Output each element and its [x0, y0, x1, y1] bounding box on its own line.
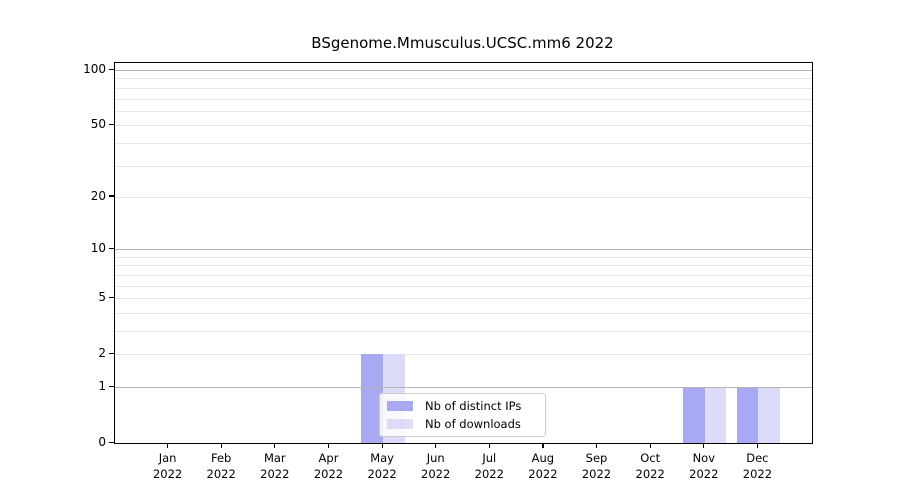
x-tick-year: 2022 [635, 466, 665, 481]
y-tick-label: 10 [90, 241, 106, 256]
x-tick-mark [488, 443, 490, 448]
y-tick-label: 20 [90, 188, 106, 203]
gridline-minor [115, 298, 812, 300]
gridline-minor [115, 165, 812, 167]
x-tick-month: May [370, 451, 394, 465]
y-tick-mark [109, 195, 114, 197]
gridline-major [115, 387, 812, 388]
x-tick-month: Apr [318, 451, 339, 465]
x-tick-year: 2022 [260, 466, 290, 481]
x-tick-year: 2022 [689, 466, 719, 481]
y-tick-label: 2 [98, 346, 106, 361]
y-tick-label: 5 [98, 290, 106, 305]
x-tick-label-may: May 2022 [350, 451, 414, 482]
x-tick-mark [381, 443, 383, 448]
x-tick-mark [703, 443, 705, 448]
x-tick-mark [649, 443, 651, 448]
x-tick-label-apr: Apr 2022 [297, 451, 361, 482]
bar-downloads-nov [704, 387, 727, 443]
x-tick-label-jul: Jul 2022 [457, 451, 521, 482]
bar-downloads-dec [758, 387, 781, 443]
gridline-minor [115, 196, 812, 198]
x-tick-month: Jul [482, 451, 497, 465]
x-tick-month: Nov [692, 451, 716, 465]
x-tick-year: 2022 [742, 466, 773, 481]
y-tick-label: 100 [83, 62, 106, 76]
gridline-minor [115, 265, 812, 267]
y-tick-mark [109, 247, 114, 249]
bar-distinct-ips-dec [736, 387, 759, 443]
gridline-minor [115, 110, 812, 112]
y-tick-label: 0 [98, 435, 106, 449]
x-tick-mark [756, 443, 759, 448]
gridline-minor [115, 331, 812, 332]
legend: Nb of distinct IPs Nb of downloads [379, 393, 546, 437]
x-tick-year: 2022 [528, 466, 558, 481]
y-tick-mark [109, 68, 114, 70]
x-tick-month: Aug [531, 451, 555, 465]
legend-row: Nb of distinct IPs [387, 399, 537, 413]
y-tick-mark [109, 123, 114, 125]
legend-swatch-downloads [387, 419, 413, 429]
x-tick-year: 2022 [152, 466, 183, 481]
bar-distinct-ips-may [361, 354, 384, 443]
legend-label: Nb of distinct IPs [425, 399, 522, 413]
x-tick-label-oct: Oct 2022 [618, 451, 682, 482]
x-tick-mark [167, 443, 169, 448]
x-tick-mark [596, 443, 598, 448]
x-tick-year: 2022 [313, 466, 344, 481]
chart-title: BSgenome.Mmusculus.UCSC.mm6 2022 [311, 34, 614, 52]
x-tick-label-aug: Aug 2022 [511, 451, 575, 482]
y-tick-mark [109, 385, 114, 387]
x-tick-label-nov: Nov 2022 [672, 451, 736, 482]
x-tick-mark [328, 443, 330, 448]
legend-swatch-distinct-ips [387, 401, 413, 411]
plot-area: Nb of distinct IPs Nb of downloads [114, 62, 813, 444]
x-tick-month: Mar [263, 451, 286, 465]
gridline-minor [115, 274, 812, 276]
x-tick-year: 2022 [421, 466, 451, 481]
x-tick-mark [542, 443, 544, 448]
x-tick-year: 2022 [367, 466, 397, 481]
gridline-minor [115, 256, 812, 258]
legend-row: Nb of downloads [387, 417, 537, 431]
x-tick-month: Dec [746, 451, 769, 465]
x-tick-month: Sep [585, 451, 608, 465]
bar-distinct-ips-nov [683, 387, 705, 443]
gridline-minor [115, 125, 812, 127]
x-tick-month: Jan [158, 451, 177, 465]
gridline-major [115, 249, 812, 251]
x-tick-month: Oct [640, 451, 661, 465]
x-tick-label-dec: Dec 2022 [725, 451, 789, 482]
y-tick-label: 1 [98, 379, 106, 393]
y-tick-mark [109, 441, 114, 443]
legend-label: Nb of downloads [425, 417, 521, 431]
gridline-minor [115, 285, 812, 287]
x-tick-year: 2022 [474, 466, 504, 481]
y-tick-mark [109, 352, 114, 354]
gridline-minor [115, 98, 812, 100]
x-tick-label-jan: Jan 2022 [136, 451, 200, 482]
x-tick-month: Jun [426, 451, 445, 465]
gridline-major [115, 70, 812, 71]
y-tick-label: 50 [90, 117, 106, 132]
gridline-minor [115, 354, 812, 356]
x-tick-label-mar: Mar 2022 [243, 451, 307, 482]
gridline-minor [115, 87, 812, 89]
x-tick-label-jun: Jun 2022 [404, 451, 468, 482]
x-tick-mark [435, 443, 437, 448]
y-tick-mark [109, 296, 114, 298]
x-tick-year: 2022 [581, 466, 612, 481]
x-tick-month: Feb [211, 451, 232, 465]
x-tick-mark [220, 443, 222, 448]
gridline-minor [115, 312, 812, 314]
x-tick-year: 2022 [206, 466, 236, 481]
gridline-minor [115, 78, 812, 80]
x-tick-label-feb: Feb 2022 [189, 451, 253, 482]
x-tick-label-sep: Sep 2022 [565, 451, 629, 482]
gridline-minor [115, 142, 812, 144]
x-tick-mark [274, 443, 276, 448]
